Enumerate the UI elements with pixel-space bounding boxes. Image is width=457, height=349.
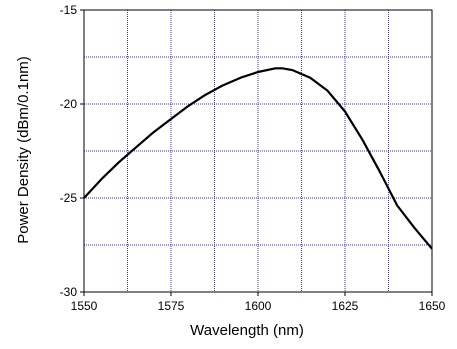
x-axis-label: Wavelength (nm) [190, 322, 304, 339]
y-tick-label: -15 [60, 3, 78, 17]
x-tick-label: 1550 [71, 299, 98, 313]
y-tick-label: -25 [60, 191, 78, 205]
y-tick-label: -30 [60, 285, 78, 299]
grid [84, 10, 432, 292]
series-group [83, 67, 433, 250]
x-tick-label: 1600 [245, 299, 272, 313]
x-tick-label: 1650 [419, 299, 446, 313]
y-ticks: -30 -25 -20 -15 [60, 3, 84, 299]
y-tick-label: -20 [60, 97, 78, 111]
x-tick-label: 1625 [332, 299, 359, 313]
y-axis-label: Power Density (dBm/0.1nm) [15, 56, 32, 244]
x-ticks: 1550 1575 1600 1625 1650 [71, 292, 446, 313]
x-tick-label: 1575 [158, 299, 185, 313]
series-line [83, 67, 433, 250]
